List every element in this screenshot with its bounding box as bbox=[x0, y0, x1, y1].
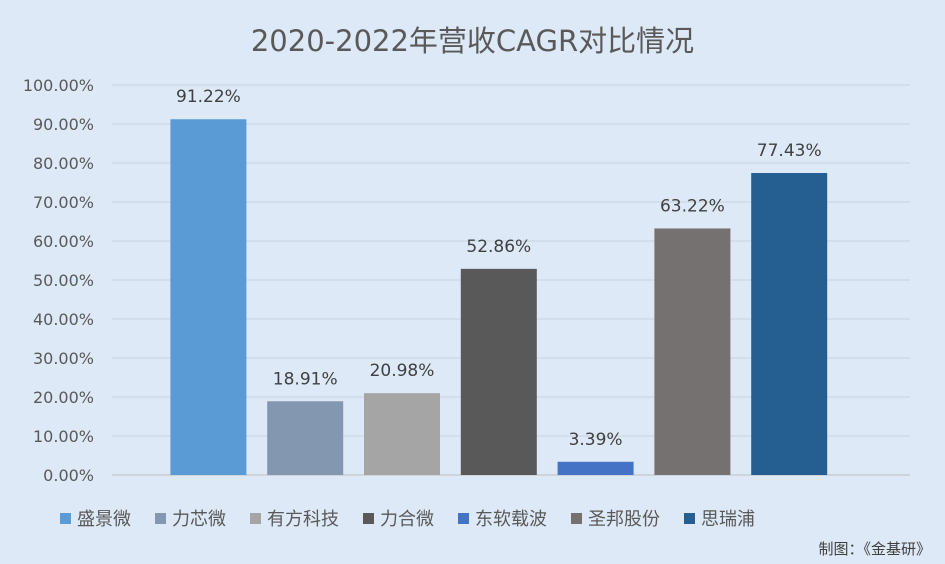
legend-swatch bbox=[458, 512, 469, 524]
bar-2 bbox=[267, 401, 344, 475]
data-label: 63.22% bbox=[660, 196, 725, 216]
legend-item: 思瑞浦 bbox=[684, 505, 755, 531]
legend-item: 力芯微 bbox=[155, 505, 226, 531]
data-label: 52.86% bbox=[466, 237, 531, 257]
y-tick-label: 90.00% bbox=[33, 115, 94, 134]
data-label: 18.91% bbox=[273, 369, 338, 389]
data-label: 20.98% bbox=[370, 361, 435, 381]
bar-7 bbox=[751, 173, 828, 475]
y-tick-label: 0.00% bbox=[43, 466, 94, 485]
y-tick-label: 80.00% bbox=[33, 154, 94, 173]
legend-item: 力合微 bbox=[363, 505, 434, 531]
legend-item: 圣邦股份 bbox=[571, 505, 660, 531]
legend-label: 盛景微 bbox=[77, 509, 131, 530]
legend-label: 东软载波 bbox=[475, 509, 547, 530]
bar-5 bbox=[557, 461, 634, 475]
data-label: 91.22% bbox=[176, 87, 241, 107]
y-tick-label: 60.00% bbox=[33, 232, 94, 251]
y-tick-label: 30.00% bbox=[33, 349, 94, 368]
legend-swatch bbox=[60, 512, 71, 524]
legend-swatch bbox=[363, 512, 374, 524]
legend-label: 圣邦股份 bbox=[588, 509, 660, 530]
legend-item: 有方科技 bbox=[250, 505, 339, 531]
legend-label: 力芯微 bbox=[172, 509, 226, 530]
y-tick-label: 100.00% bbox=[23, 76, 94, 95]
legend-label: 思瑞浦 bbox=[701, 509, 755, 530]
legend-swatch bbox=[155, 512, 166, 524]
data-label: 77.43% bbox=[757, 141, 822, 161]
legend-swatch bbox=[250, 512, 261, 524]
y-tick-label: 20.00% bbox=[33, 388, 94, 407]
source-note: 制图：《金基研》 bbox=[818, 540, 931, 558]
legend-swatch bbox=[571, 512, 582, 524]
y-tick-label: 70.00% bbox=[33, 193, 94, 212]
legend-label: 力合微 bbox=[380, 509, 434, 530]
legend-label: 有方科技 bbox=[267, 509, 339, 530]
chart-title: 2020-2022年营收CAGR对比情况 bbox=[250, 24, 695, 58]
bar-4 bbox=[460, 268, 537, 475]
legend-item: 盛景微 bbox=[60, 505, 131, 531]
bar-1 bbox=[170, 119, 247, 475]
y-tick-label: 10.00% bbox=[33, 427, 94, 446]
legend-item: 东软载波 bbox=[458, 505, 547, 531]
legend-swatch bbox=[684, 512, 695, 524]
bar-6 bbox=[654, 228, 731, 475]
y-tick-label: 50.00% bbox=[33, 271, 94, 290]
bar-3 bbox=[364, 393, 440, 475]
y-tick-label: 40.00% bbox=[33, 310, 94, 329]
legend: 盛景微 力芯微 有方科技 力合微 东软载波 圣邦股份 思瑞浦 bbox=[60, 505, 920, 531]
data-label: 3.39% bbox=[569, 430, 623, 450]
